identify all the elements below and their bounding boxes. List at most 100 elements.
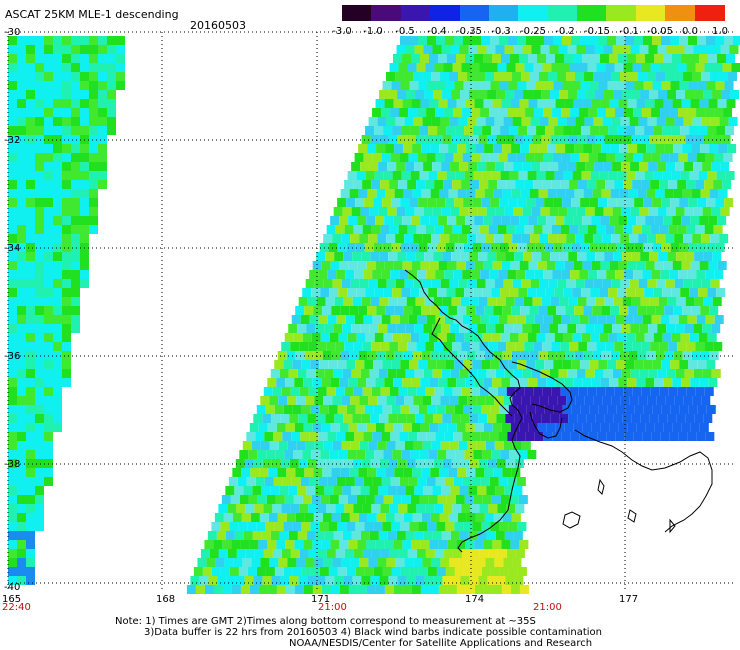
wind-cell	[357, 423, 367, 432]
wind-cell	[359, 441, 369, 450]
wind-cell	[560, 387, 570, 396]
wind-cell	[670, 360, 680, 369]
wind-cell	[461, 225, 471, 234]
wind-cell	[518, 495, 528, 504]
wind-cell	[663, 216, 673, 225]
wind-cell	[599, 171, 609, 180]
scale-color-segment	[371, 5, 402, 21]
wind-cell	[449, 558, 459, 567]
wind-cell	[474, 54, 484, 63]
wind-cell	[498, 477, 508, 486]
wind-cell	[485, 279, 495, 288]
wind-cell	[464, 171, 474, 180]
wind-cell	[8, 558, 17, 567]
wind-cell	[672, 99, 682, 108]
wind-cell	[388, 414, 398, 423]
wind-cell	[211, 522, 221, 531]
wind-cell	[478, 252, 488, 261]
wind-cell	[620, 117, 630, 126]
wind-cell	[316, 297, 326, 306]
wind-cell	[358, 144, 368, 153]
wind-cell	[650, 225, 660, 234]
wind-cell	[420, 216, 430, 225]
wind-cell	[608, 333, 618, 342]
wind-cell	[352, 459, 362, 468]
wind-cell	[710, 117, 720, 126]
wind-cell	[370, 135, 380, 144]
wind-cell	[666, 369, 676, 378]
wind-cell	[580, 36, 589, 45]
wind-cell	[401, 495, 411, 504]
wind-cell	[555, 54, 565, 63]
wind-cell	[274, 360, 284, 369]
wind-cell	[631, 90, 641, 99]
wind-cell	[670, 81, 680, 90]
wind-cell	[335, 225, 345, 234]
wind-cell	[378, 486, 388, 495]
wind-cell	[686, 225, 696, 234]
wind-cell	[358, 513, 368, 522]
wind-cell	[527, 333, 537, 342]
wind-cell	[701, 72, 711, 81]
wind-cell	[627, 423, 637, 432]
wind-cell	[35, 477, 44, 486]
wind-cell	[390, 108, 400, 117]
wind-cell	[300, 315, 310, 324]
wind-cell	[26, 540, 35, 549]
wind-cell	[545, 171, 555, 180]
wind-cell	[53, 180, 62, 189]
wind-cell	[554, 333, 564, 342]
wind-cell	[586, 297, 596, 306]
wind-cell	[703, 252, 713, 261]
wind-cell	[8, 504, 17, 513]
wind-cell	[441, 162, 451, 171]
wind-cell	[517, 198, 527, 207]
wind-cell	[410, 126, 420, 135]
wind-cell	[364, 360, 374, 369]
wind-cell	[252, 486, 262, 495]
wind-cell	[418, 522, 428, 531]
wind-cell	[553, 81, 563, 90]
wind-cell	[26, 405, 35, 414]
wind-cell	[35, 495, 44, 504]
wind-cell	[595, 252, 605, 261]
wind-cell	[422, 234, 432, 243]
wind-cell	[580, 81, 590, 90]
wind-cell	[8, 261, 17, 270]
wind-cell	[62, 234, 71, 243]
wind-cell	[642, 108, 652, 117]
wind-cell	[492, 540, 502, 549]
wind-cell	[721, 135, 731, 144]
wind-cell	[62, 63, 71, 72]
wind-cell	[587, 225, 597, 234]
wind-cell	[62, 153, 71, 162]
wind-cell	[405, 369, 415, 378]
wind-cell	[377, 441, 387, 450]
wind-cell	[650, 180, 660, 189]
wind-cell	[412, 513, 422, 522]
wind-cell	[349, 513, 359, 522]
wind-cell	[8, 387, 17, 396]
wind-cell	[652, 360, 662, 369]
wind-cell	[459, 369, 469, 378]
wind-cell	[17, 558, 26, 567]
wind-cell	[507, 477, 517, 486]
wind-cell	[701, 234, 711, 243]
wind-cell	[690, 261, 700, 270]
wind-cell	[8, 414, 17, 423]
wind-cell	[696, 153, 706, 162]
wind-cell	[195, 585, 205, 594]
wind-cell	[375, 423, 385, 432]
wind-cell	[354, 477, 364, 486]
wind-cell	[650, 63, 660, 72]
wind-cell	[689, 171, 699, 180]
wind-cell	[26, 432, 35, 441]
wind-cell	[524, 387, 534, 396]
wind-cell	[476, 234, 486, 243]
wind-cell	[373, 567, 383, 576]
wind-cell	[248, 450, 258, 459]
wind-cell	[483, 216, 493, 225]
lat-label: -40	[4, 582, 20, 593]
wind-cell	[403, 189, 413, 198]
wind-cell	[265, 522, 275, 531]
